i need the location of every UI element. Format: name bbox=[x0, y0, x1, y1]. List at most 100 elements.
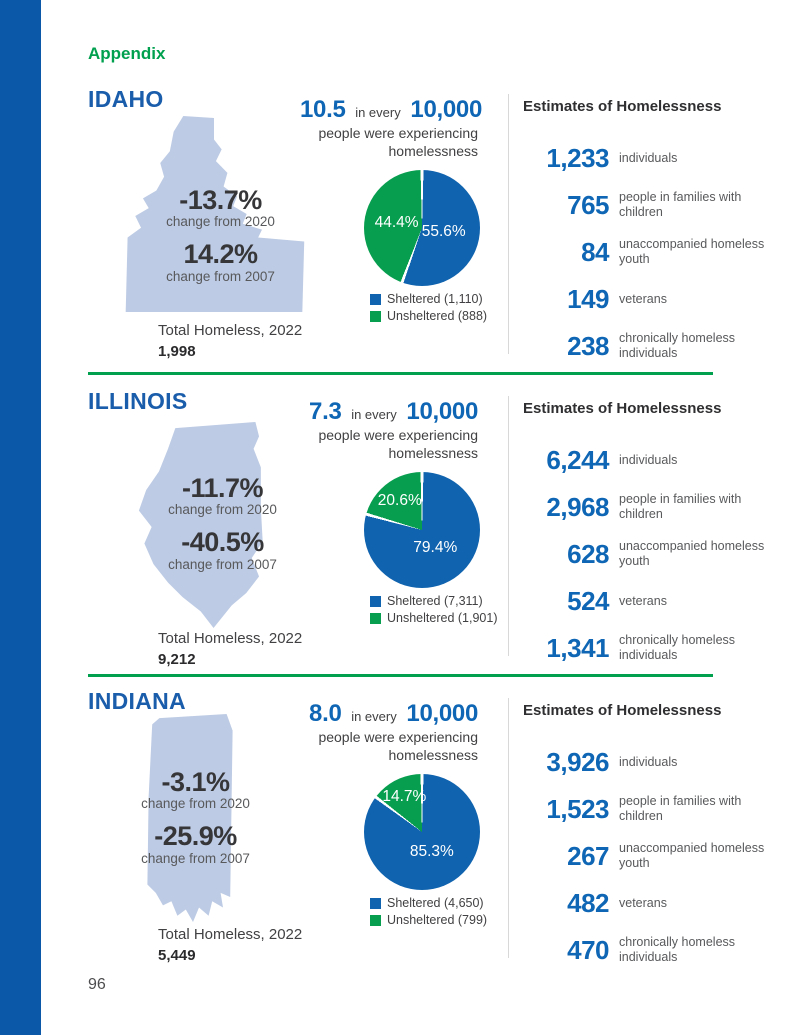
sheltered-swatch-icon bbox=[370, 595, 381, 607]
change-from-2007-value: -40.5% bbox=[181, 527, 264, 558]
sheltered-swatch-icon bbox=[370, 897, 381, 909]
legend-row-sheltered: Sheltered (4,650) bbox=[370, 896, 487, 910]
estimate-row: 1,233 individuals bbox=[523, 141, 773, 175]
estimates-list: 1,233 individuals 765 people in families… bbox=[523, 141, 773, 376]
sheltered-swatch-icon bbox=[370, 293, 381, 305]
illinois-state-map bbox=[138, 422, 263, 628]
estimate-label: veterans bbox=[619, 895, 667, 910]
rate-caption-line1: people were experiencing bbox=[318, 125, 478, 141]
pie-sheltered-percent-label: 79.4% bbox=[413, 538, 458, 556]
legend-row-unsheltered: Unsheltered (799) bbox=[370, 913, 487, 927]
legend-sheltered-label: Sheltered (4,650) bbox=[387, 896, 484, 910]
sheltered-unsheltered-pie-chart: 55.6% 44.4% bbox=[364, 170, 480, 286]
rate-line: 7.3 in every 10,000 bbox=[300, 398, 478, 426]
rate-denominator: 10,000 bbox=[406, 700, 478, 727]
pie-sheltered-percent-label: 55.6% bbox=[421, 222, 466, 240]
estimate-row: 765 people in families with children bbox=[523, 188, 773, 222]
unsheltered-swatch-icon bbox=[370, 914, 381, 926]
estimates-list: 3,926 individuals 1,523 people in famili… bbox=[523, 745, 773, 980]
legend-unsheltered-label: Unsheltered (888) bbox=[387, 309, 488, 323]
estimate-value: 2,968 bbox=[546, 491, 609, 522]
rate-denominator: 10,000 bbox=[410, 96, 482, 123]
estimate-value: 470 bbox=[567, 934, 609, 965]
estimate-value: 1,523 bbox=[546, 793, 609, 824]
rate-line: 8.0 in every 10,000 bbox=[300, 700, 478, 728]
rate-value: 8.0 bbox=[309, 700, 342, 727]
total-homeless-value: 9,212 bbox=[158, 651, 196, 668]
total-homeless-label: Total Homeless, 2022 bbox=[158, 630, 303, 647]
estimate-label: unaccompanied homeless youth bbox=[619, 841, 765, 870]
change-from-2007-label: change from 2007 bbox=[141, 850, 250, 866]
state-name-heading: INDIANA bbox=[88, 688, 186, 714]
estimates-header: Estimates of Homelessness bbox=[523, 98, 722, 115]
estimate-label: individuals bbox=[619, 452, 678, 467]
total-homeless-value: 1,998 bbox=[158, 343, 196, 360]
rate-denominator: 10,000 bbox=[406, 398, 478, 425]
estimates-column: Estimates of Homelessness 6,244 individu… bbox=[508, 396, 773, 663]
estimate-row: 1,523 people in families with children bbox=[523, 792, 773, 826]
estimate-value: 84 bbox=[581, 236, 609, 267]
pie-legend: Sheltered (1,110) Unsheltered (888) bbox=[370, 292, 487, 326]
estimate-value: 765 bbox=[567, 189, 609, 220]
estimate-label: chronically homeless individuals bbox=[619, 935, 736, 964]
unsheltered-swatch-icon bbox=[370, 612, 381, 624]
change-from-2020-value: -13.7% bbox=[179, 185, 262, 215]
legend-unsheltered-label: Unsheltered (799) bbox=[387, 913, 488, 927]
estimate-value: 482 bbox=[567, 887, 609, 918]
rate-caption-line2: homelessness bbox=[388, 444, 479, 461]
total-homeless-label: Total Homeless, 2022 bbox=[158, 926, 303, 943]
estimate-row: 1,341 chronically homeless individuals bbox=[523, 631, 773, 665]
legend-row-sheltered: Sheltered (7,311) bbox=[370, 594, 497, 608]
change-from-2007-value: -25.9% bbox=[154, 821, 237, 852]
change-stats-overlay: -11.7% change from 2020 -40.5% change fr… bbox=[120, 474, 325, 572]
idaho-state-map bbox=[125, 116, 305, 312]
legend-unsheltered-label: Unsheltered (1,901) bbox=[387, 611, 498, 625]
legend-row-sheltered: Sheltered (1,110) bbox=[370, 292, 487, 306]
estimate-row: 470 chronically homeless individuals bbox=[523, 933, 773, 967]
pie-legend: Sheltered (4,650) Unsheltered (799) bbox=[370, 896, 487, 930]
total-homeless-value: 5,449 bbox=[158, 947, 196, 964]
state-name-heading: ILLINOIS bbox=[88, 388, 188, 414]
change-stats-overlay: -13.7% change from 2020 14.2% change fro… bbox=[118, 186, 323, 284]
change-from-2007-label: change from 2007 bbox=[168, 556, 277, 572]
estimate-row: 238 chronically homeless individuals bbox=[523, 329, 773, 363]
sheltered-unsheltered-pie-chart: 85.3% 14.7% bbox=[364, 774, 480, 890]
total-homeless-label: Total Homeless, 2022 bbox=[158, 322, 303, 339]
estimate-label: veterans bbox=[619, 593, 667, 608]
estimate-value: 524 bbox=[567, 585, 609, 616]
estimate-row: 482 veterans bbox=[523, 886, 773, 920]
estimate-label: unaccompanied homeless youth bbox=[619, 237, 765, 266]
pie-unsheltered-percent-label: 44.4% bbox=[374, 214, 419, 232]
estimate-label: people in families with children bbox=[619, 190, 742, 219]
change-from-2020-label: change from 2020 bbox=[168, 502, 277, 518]
estimate-row: 84 unaccompanied homeless youth bbox=[523, 235, 773, 269]
pie-legend: Sheltered (7,311) Unsheltered (1,901) bbox=[370, 594, 497, 628]
estimate-label: people in families with children bbox=[619, 794, 742, 823]
rate-line: 10.5 in every 10,000 bbox=[300, 96, 482, 124]
estimate-label: chronically homeless individuals bbox=[619, 331, 736, 360]
page-edge-accent-bar bbox=[0, 0, 41, 1035]
state-section-illinois: ILLINOIS -11.7% change from 2020 -40.5% … bbox=[88, 382, 778, 672]
sheltered-unsheltered-pie-chart: 79.4% 20.6% bbox=[364, 472, 480, 588]
estimate-row: 149 veterans bbox=[523, 282, 773, 316]
change-from-2020-value: -11.7% bbox=[181, 473, 264, 503]
estimate-row: 6,244 individuals bbox=[523, 443, 773, 477]
estimate-value: 149 bbox=[567, 283, 609, 314]
state-name-heading: IDAHO bbox=[88, 86, 164, 112]
total-homeless-block: Total Homeless, 2022 9,212 bbox=[158, 630, 302, 668]
change-stats-overlay: -3.1% change from 2020 -25.9% change fro… bbox=[98, 768, 293, 866]
estimates-column: Estimates of Homelessness 1,233 individu… bbox=[508, 94, 773, 361]
legend-row-unsheltered: Unsheltered (1,901) bbox=[370, 611, 497, 625]
estimate-row: 3,926 individuals bbox=[523, 745, 773, 779]
estimate-value: 267 bbox=[567, 840, 609, 871]
page-number: 96 bbox=[88, 976, 106, 993]
change-from-2020-label: change from 2020 bbox=[166, 214, 275, 230]
state-section-indiana: INDIANA -3.1% change from 2020 -25.9% ch… bbox=[88, 684, 778, 974]
estimate-label: individuals bbox=[619, 754, 678, 769]
rate-statement: 7.3 in every 10,000 people were experien… bbox=[300, 398, 478, 461]
rate-in-every-text: in every bbox=[351, 709, 397, 724]
total-homeless-block: Total Homeless, 2022 1,998 bbox=[158, 322, 302, 360]
estimate-value: 628 bbox=[567, 538, 609, 569]
estimates-list: 6,244 individuals 2,968 people in famili… bbox=[523, 443, 773, 678]
indiana-state-map bbox=[147, 714, 233, 922]
